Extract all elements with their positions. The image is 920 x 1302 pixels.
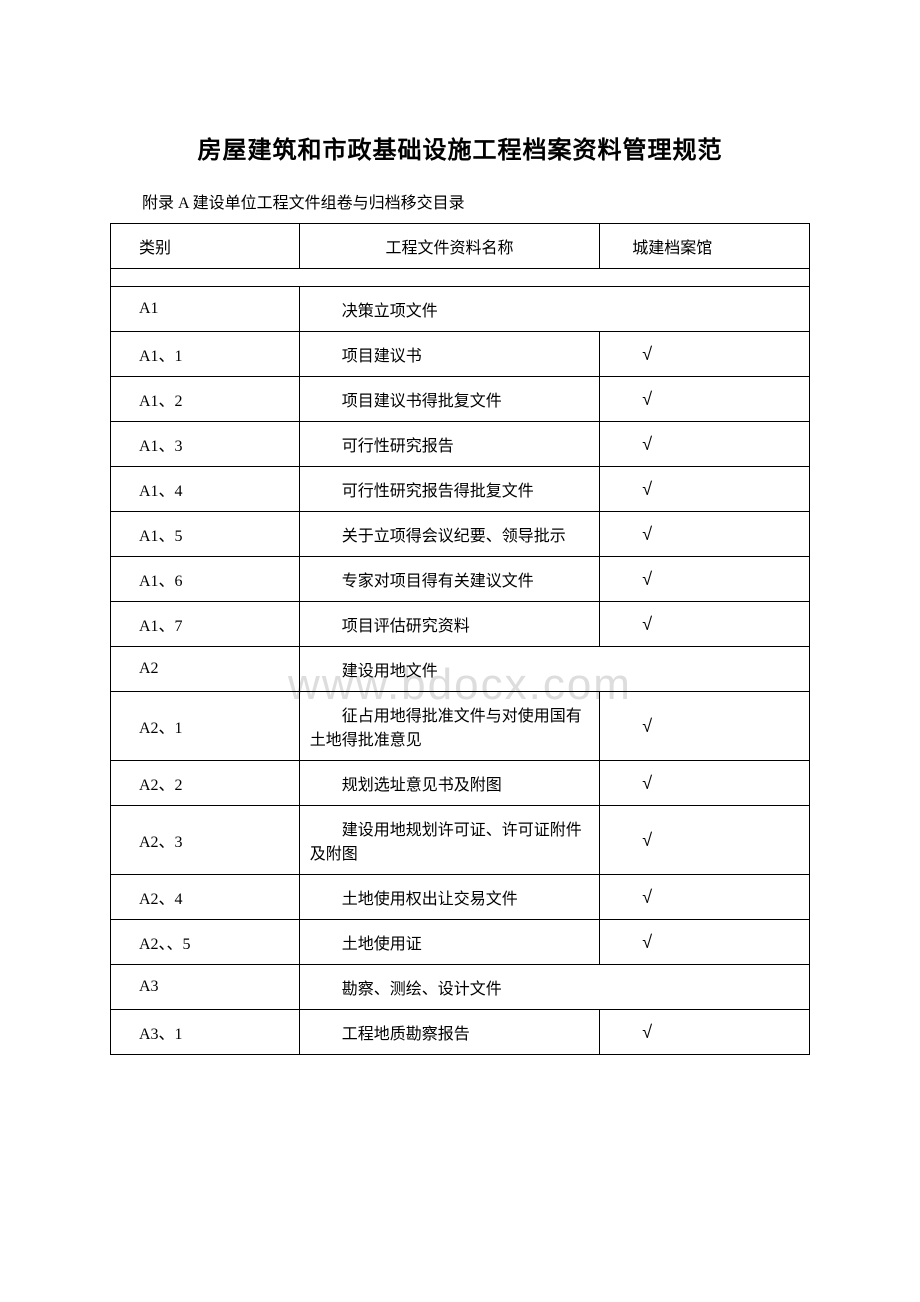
check-icon: √: [642, 524, 652, 544]
section-name-cell: 勘察、测绘、设计文件: [299, 965, 809, 1010]
category-cell: A2、4: [111, 875, 300, 920]
check-icon: √: [642, 887, 652, 907]
archive-table: 类别 工程文件资料名称 城建档案馆 A1决策立项文件A1、1项目建议书√A1、2…: [110, 223, 810, 1055]
archive-cell: √: [600, 806, 810, 875]
category-cell: A1、5: [111, 512, 300, 557]
archive-cell: √: [600, 920, 810, 965]
check-icon: √: [642, 773, 652, 793]
table-row: A2、3建设用地规划许可证、许可证附件及附图 √: [111, 806, 810, 875]
archive-cell: √: [600, 557, 810, 602]
table-row: A2建设用地文件: [111, 647, 810, 692]
name-cell: 可行性研究报告: [299, 422, 600, 467]
table-row: A1、7项目评估研究资料 √: [111, 602, 810, 647]
archive-cell: √: [600, 422, 810, 467]
section-name-cell: 决策立项文件: [299, 287, 809, 332]
name-cell: 工程地质勘察报告: [299, 1010, 600, 1055]
header-category: 类别: [111, 224, 300, 269]
check-icon: √: [642, 389, 652, 409]
name-cell: 项目建议书得批复文件: [299, 377, 600, 422]
check-icon: √: [642, 344, 652, 364]
category-cell: A1、7: [111, 602, 300, 647]
table-row: A2、2规划选址意见书及附图 √: [111, 761, 810, 806]
category-cell: A3: [111, 965, 300, 1010]
document-title: 房屋建筑和市政基础设施工程档案资料管理规范: [110, 130, 810, 165]
archive-cell: √: [600, 692, 810, 761]
table-row: [111, 269, 810, 287]
check-icon: √: [642, 569, 652, 589]
archive-cell: √: [600, 875, 810, 920]
name-cell: 项目评估研究资料: [299, 602, 600, 647]
name-cell: 征占用地得批准文件与对使用国有土地得批准意见: [299, 692, 600, 761]
category-cell: A1、4: [111, 467, 300, 512]
table-row: A1、6专家对项目得有关建议文件 √: [111, 557, 810, 602]
table-row: A1、2项目建议书得批复文件 √: [111, 377, 810, 422]
archive-cell: √: [600, 332, 810, 377]
table-header-row: 类别 工程文件资料名称 城建档案馆: [111, 224, 810, 269]
archive-cell: √: [600, 1010, 810, 1055]
category-cell: A2、1: [111, 692, 300, 761]
section-name-cell: 建设用地文件: [299, 647, 809, 692]
table-row: A3、1工程地质勘察报告 √: [111, 1010, 810, 1055]
check-icon: √: [642, 716, 652, 736]
table-row: A3勘察、测绘、设计文件: [111, 965, 810, 1010]
check-icon: √: [642, 932, 652, 952]
header-archive: 城建档案馆: [600, 224, 810, 269]
table-row: A2、1征占用地得批准文件与对使用国有土地得批准意见 √: [111, 692, 810, 761]
document-content: 房屋建筑和市政基础设施工程档案资料管理规范 附录 A 建设单位工程文件组卷与归档…: [110, 130, 810, 1055]
category-cell: A1、6: [111, 557, 300, 602]
name-cell: 建设用地规划许可证、许可证附件及附图: [299, 806, 600, 875]
table-row: A1、4可行性研究报告得批复文件 √: [111, 467, 810, 512]
name-cell: 规划选址意见书及附图: [299, 761, 600, 806]
name-cell: 项目建议书: [299, 332, 600, 377]
archive-cell: √: [600, 467, 810, 512]
archive-cell: √: [600, 512, 810, 557]
spacer-cell: [111, 269, 810, 287]
check-icon: √: [642, 830, 652, 850]
name-cell: 土地使用权出让交易文件: [299, 875, 600, 920]
category-cell: A2、2: [111, 761, 300, 806]
category-cell: A1: [111, 287, 300, 332]
category-cell: A1、3: [111, 422, 300, 467]
category-cell: A3、1: [111, 1010, 300, 1055]
category-cell: A2、、5: [111, 920, 300, 965]
check-icon: √: [642, 1022, 652, 1042]
name-cell: 可行性研究报告得批复文件: [299, 467, 600, 512]
archive-cell: √: [600, 761, 810, 806]
category-cell: A1、1: [111, 332, 300, 377]
check-icon: √: [642, 614, 652, 634]
check-icon: √: [642, 479, 652, 499]
category-cell: A2、3: [111, 806, 300, 875]
table-row: A2、、5土地使用证 √: [111, 920, 810, 965]
table-row: A1、5关于立项得会议纪要、领导批示 √: [111, 512, 810, 557]
table-row: A1、3可行性研究报告 √: [111, 422, 810, 467]
table-row: A2、4土地使用权出让交易文件 √: [111, 875, 810, 920]
table-row: A1、1项目建议书 √: [111, 332, 810, 377]
name-cell: 关于立项得会议纪要、领导批示: [299, 512, 600, 557]
name-cell: 土地使用证: [299, 920, 600, 965]
archive-cell: √: [600, 377, 810, 422]
header-name: 工程文件资料名称: [299, 224, 600, 269]
name-cell: 专家对项目得有关建议文件: [299, 557, 600, 602]
table-row: A1决策立项文件: [111, 287, 810, 332]
check-icon: √: [642, 434, 652, 454]
category-cell: A2: [111, 647, 300, 692]
archive-cell: √: [600, 602, 810, 647]
category-cell: A1、2: [111, 377, 300, 422]
document-subtitle: 附录 A 建设单位工程文件组卷与归档移交目录: [110, 189, 810, 213]
